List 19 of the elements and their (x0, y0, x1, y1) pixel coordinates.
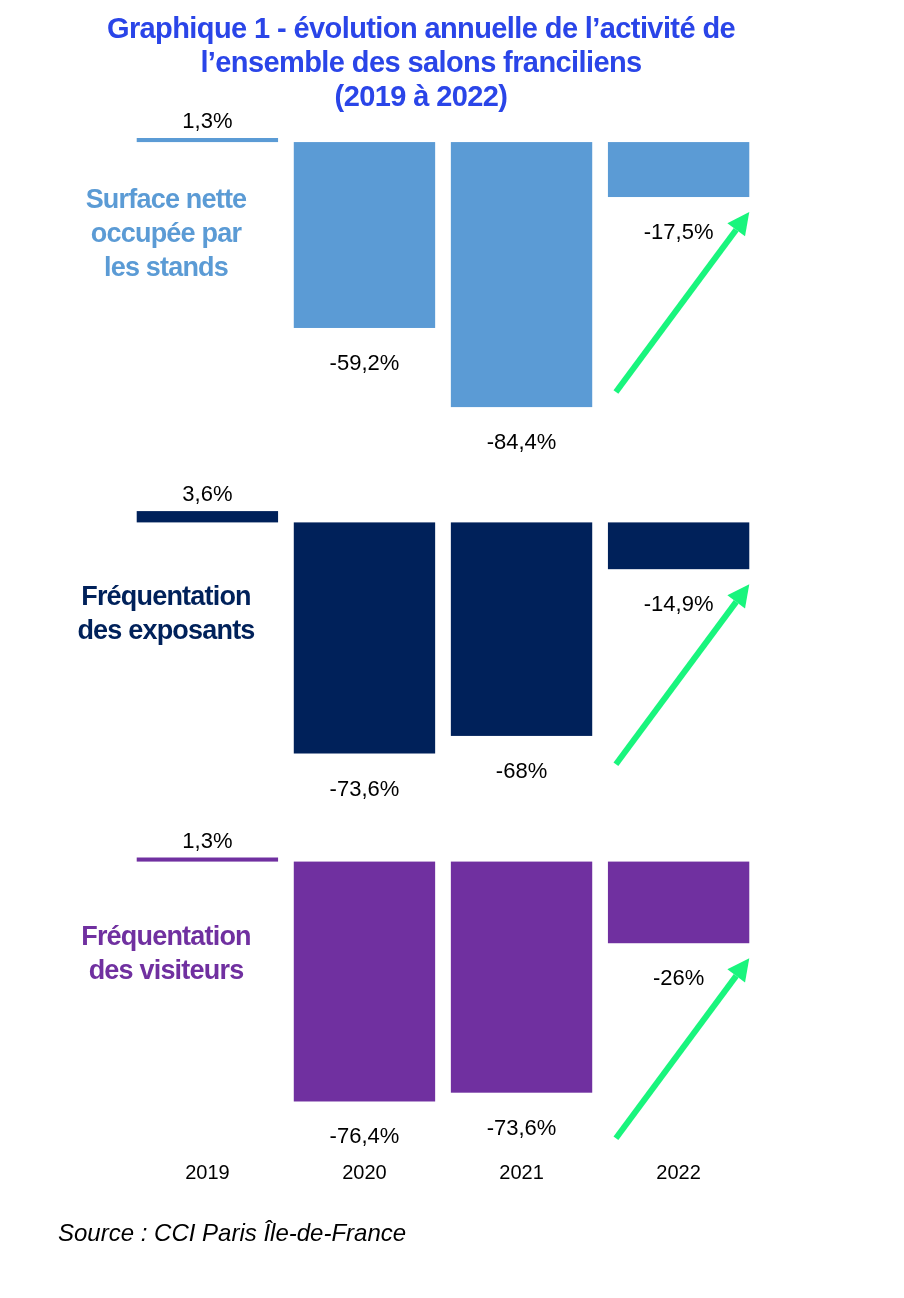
data-label: -59,2% (329, 349, 400, 375)
data-label: -73,6% (486, 1114, 557, 1140)
data-label: -73,6% (329, 775, 400, 801)
source-note: Source : CCI Paris Île-de-France (58, 1219, 407, 1247)
data-label: -68% (495, 757, 548, 783)
data-label: -76,4% (329, 1123, 400, 1149)
y-axis-title: Fréquentation des visiteurs (81, 920, 251, 985)
y-axis-title: Surface nette occupée par les stands (85, 184, 248, 283)
data-label: -84,4% (486, 429, 557, 455)
x-tick-label: 2022 (656, 1161, 701, 1184)
y-axis-title: Fréquentation des exposants (77, 581, 255, 646)
data-label: -26% (652, 965, 705, 991)
data-label: 3,6% (182, 481, 233, 507)
data-label: -14,9% (643, 591, 714, 617)
x-tick-label: 2019 (185, 1161, 230, 1184)
x-tick-label: 2020 (342, 1161, 387, 1184)
x-tick-label: 2021 (499, 1161, 544, 1184)
data-label: 1,3% (182, 827, 233, 853)
data-label: -17,5% (643, 219, 714, 245)
